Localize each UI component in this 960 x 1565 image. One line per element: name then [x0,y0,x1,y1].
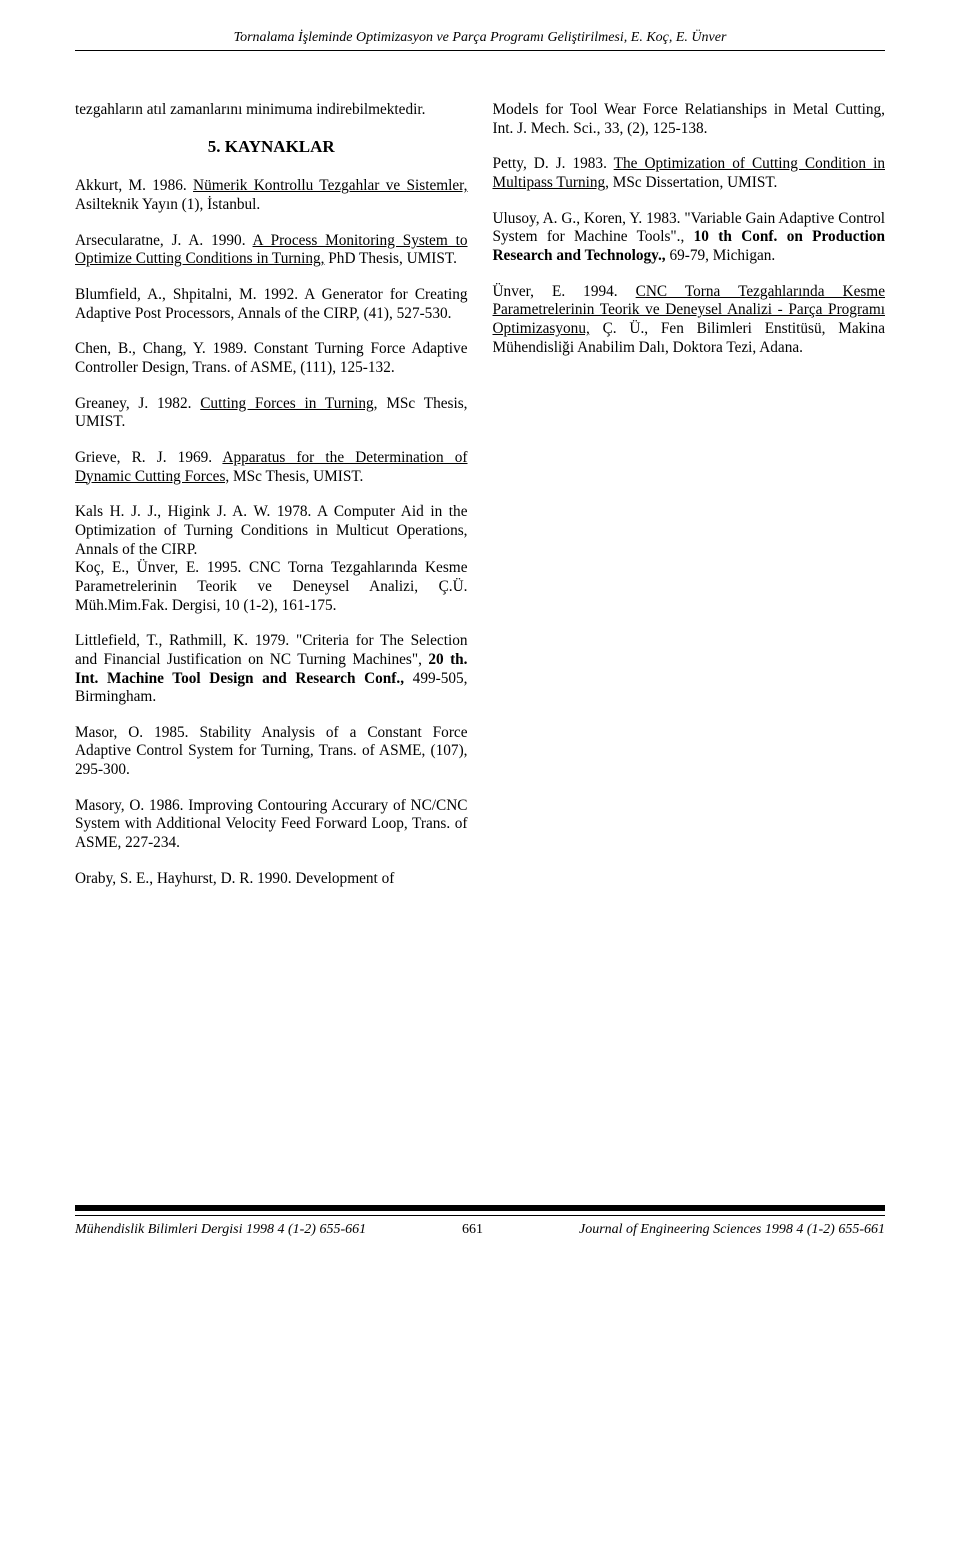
section-heading: 5. KAYNAKLAR [75,137,468,158]
page-container: Tornalama İşleminde Optimizasyon ve Parç… [0,0,960,1264]
reference-entry: Greaney, J. 1982. Cutting Forces in Turn… [75,395,468,432]
left-column: tezgahların atıl zamanlarını minimuma in… [75,101,468,905]
reference-entry: Chen, B., Chang, Y. 1989. Constant Turni… [75,340,468,377]
two-column-layout: tezgahların atıl zamanlarını minimuma in… [75,101,885,905]
reference-entry: Ünver, E. 1994. CNC Torna Tezgahlarında … [493,283,886,358]
right-column: Models for Tool Wear Force Relatianships… [493,101,886,905]
running-header: Tornalama İşleminde Optimizasyon ve Parç… [75,30,885,51]
footer-right: Journal of Engineering Sciences 1998 4 (… [579,1222,885,1238]
reference-entry: Grieve, R. J. 1969. Apparatus for the De… [75,449,468,486]
footer-divider [75,1205,885,1211]
reference-entry: Masory, O. 1986. Improving Contouring Ac… [75,797,468,853]
reference-entry: Kals H. J. J., Higink J. A. W. 1978. A C… [75,503,468,615]
left-references: Akkurt, M. 1986. Nümerik Kontrollu Tezga… [75,177,468,888]
reference-entry: Masor, O. 1985. Stability Analysis of a … [75,724,468,780]
intro-paragraph: tezgahların atıl zamanlarını minimuma in… [75,101,468,120]
right-references: Models for Tool Wear Force Relatianships… [493,101,886,357]
page-footer: Mühendislik Bilimleri Dergisi 1998 4 (1-… [75,1215,885,1244]
reference-entry: Petty, D. J. 1983. The Optimization of C… [493,155,886,192]
reference-entry: Oraby, S. E., Hayhurst, D. R. 1990. Deve… [75,870,468,889]
reference-entry: Arsecularatne, J. A. 1990. A Process Mon… [75,232,468,269]
reference-entry: Akkurt, M. 1986. Nümerik Kontrollu Tezga… [75,177,468,214]
reference-entry: Blumfield, A., Shpitalni, M. 1992. A Gen… [75,286,468,323]
footer-left: Mühendislik Bilimleri Dergisi 1998 4 (1-… [75,1222,366,1238]
reference-entry: Models for Tool Wear Force Relatianships… [493,101,886,138]
reference-entry: Littlefield, T., Rathmill, K. 1979. "Cri… [75,632,468,707]
footer-page-number: 661 [462,1222,483,1238]
reference-entry: Ulusoy, A. G., Koren, Y. 1983. "Variable… [493,210,886,266]
